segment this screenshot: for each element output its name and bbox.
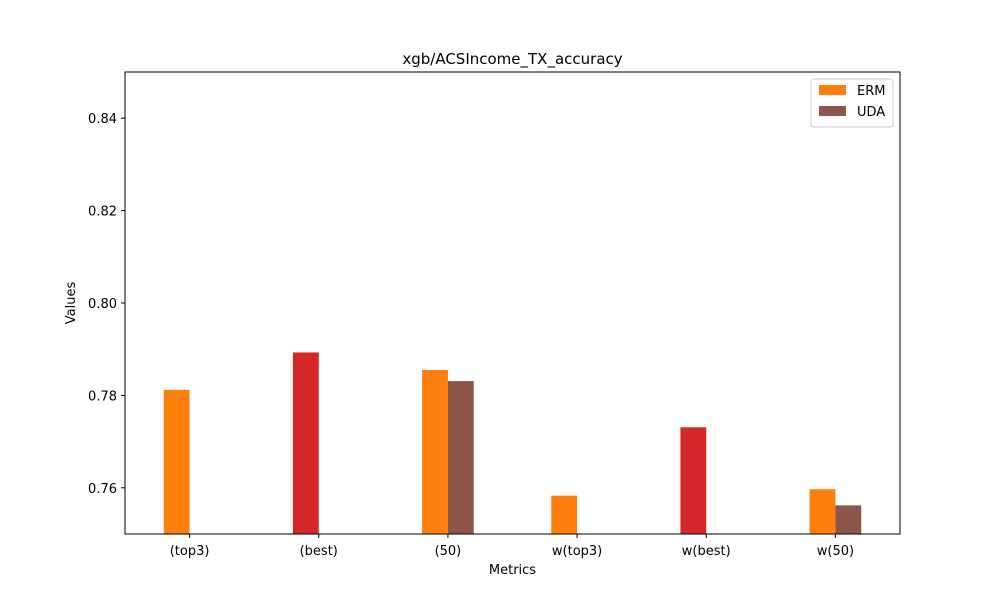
- x-tick-label: (top3): [170, 544, 210, 559]
- y-tick-label: 0.78: [88, 389, 117, 404]
- bar-series2-best: [292, 352, 319, 534]
- legend-swatch-uda: [819, 106, 846, 116]
- x-tick-label: w(50): [817, 544, 854, 559]
- legend-swatch-erm: [819, 85, 846, 95]
- bar-series0-50: [422, 369, 448, 534]
- x-tick-label: (best): [300, 544, 338, 559]
- legend-label-uda: UDA: [857, 105, 885, 120]
- x-axis-ticks: (top3) (best) (50) w(top3) w(best) w(50): [170, 534, 854, 559]
- bar-series1-50: [447, 381, 474, 534]
- chart-title: xgb/ACSIncome_TX_accuracy: [402, 50, 622, 69]
- bar-series0-w50: [809, 489, 836, 534]
- y-axis-ticks: 0.76 0.78 0.80 0.82 0.84: [88, 112, 125, 497]
- bar-series1-w50: [835, 505, 862, 534]
- bar-series2-wbest: [680, 427, 707, 534]
- y-axis-label: Values: [64, 282, 79, 325]
- x-axis-label: Metrics: [489, 563, 536, 578]
- bar-series0-top3: [163, 389, 190, 534]
- plot-frame: [124, 71, 901, 535]
- y-tick-label: 0.76: [88, 482, 117, 497]
- y-tick-label: 0.84: [88, 112, 117, 127]
- x-tick-label: w(top3): [552, 544, 602, 559]
- x-tick-label: w(best): [682, 544, 731, 559]
- bars-group: [163, 352, 862, 534]
- y-tick-label: 0.82: [88, 205, 117, 220]
- x-tick-label: (50): [435, 544, 462, 559]
- y-tick-label: 0.80: [88, 297, 117, 312]
- legend: ERM UDA: [810, 78, 894, 128]
- legend-label-erm: ERM: [857, 84, 885, 99]
- bar-series0-wtop3: [551, 495, 578, 534]
